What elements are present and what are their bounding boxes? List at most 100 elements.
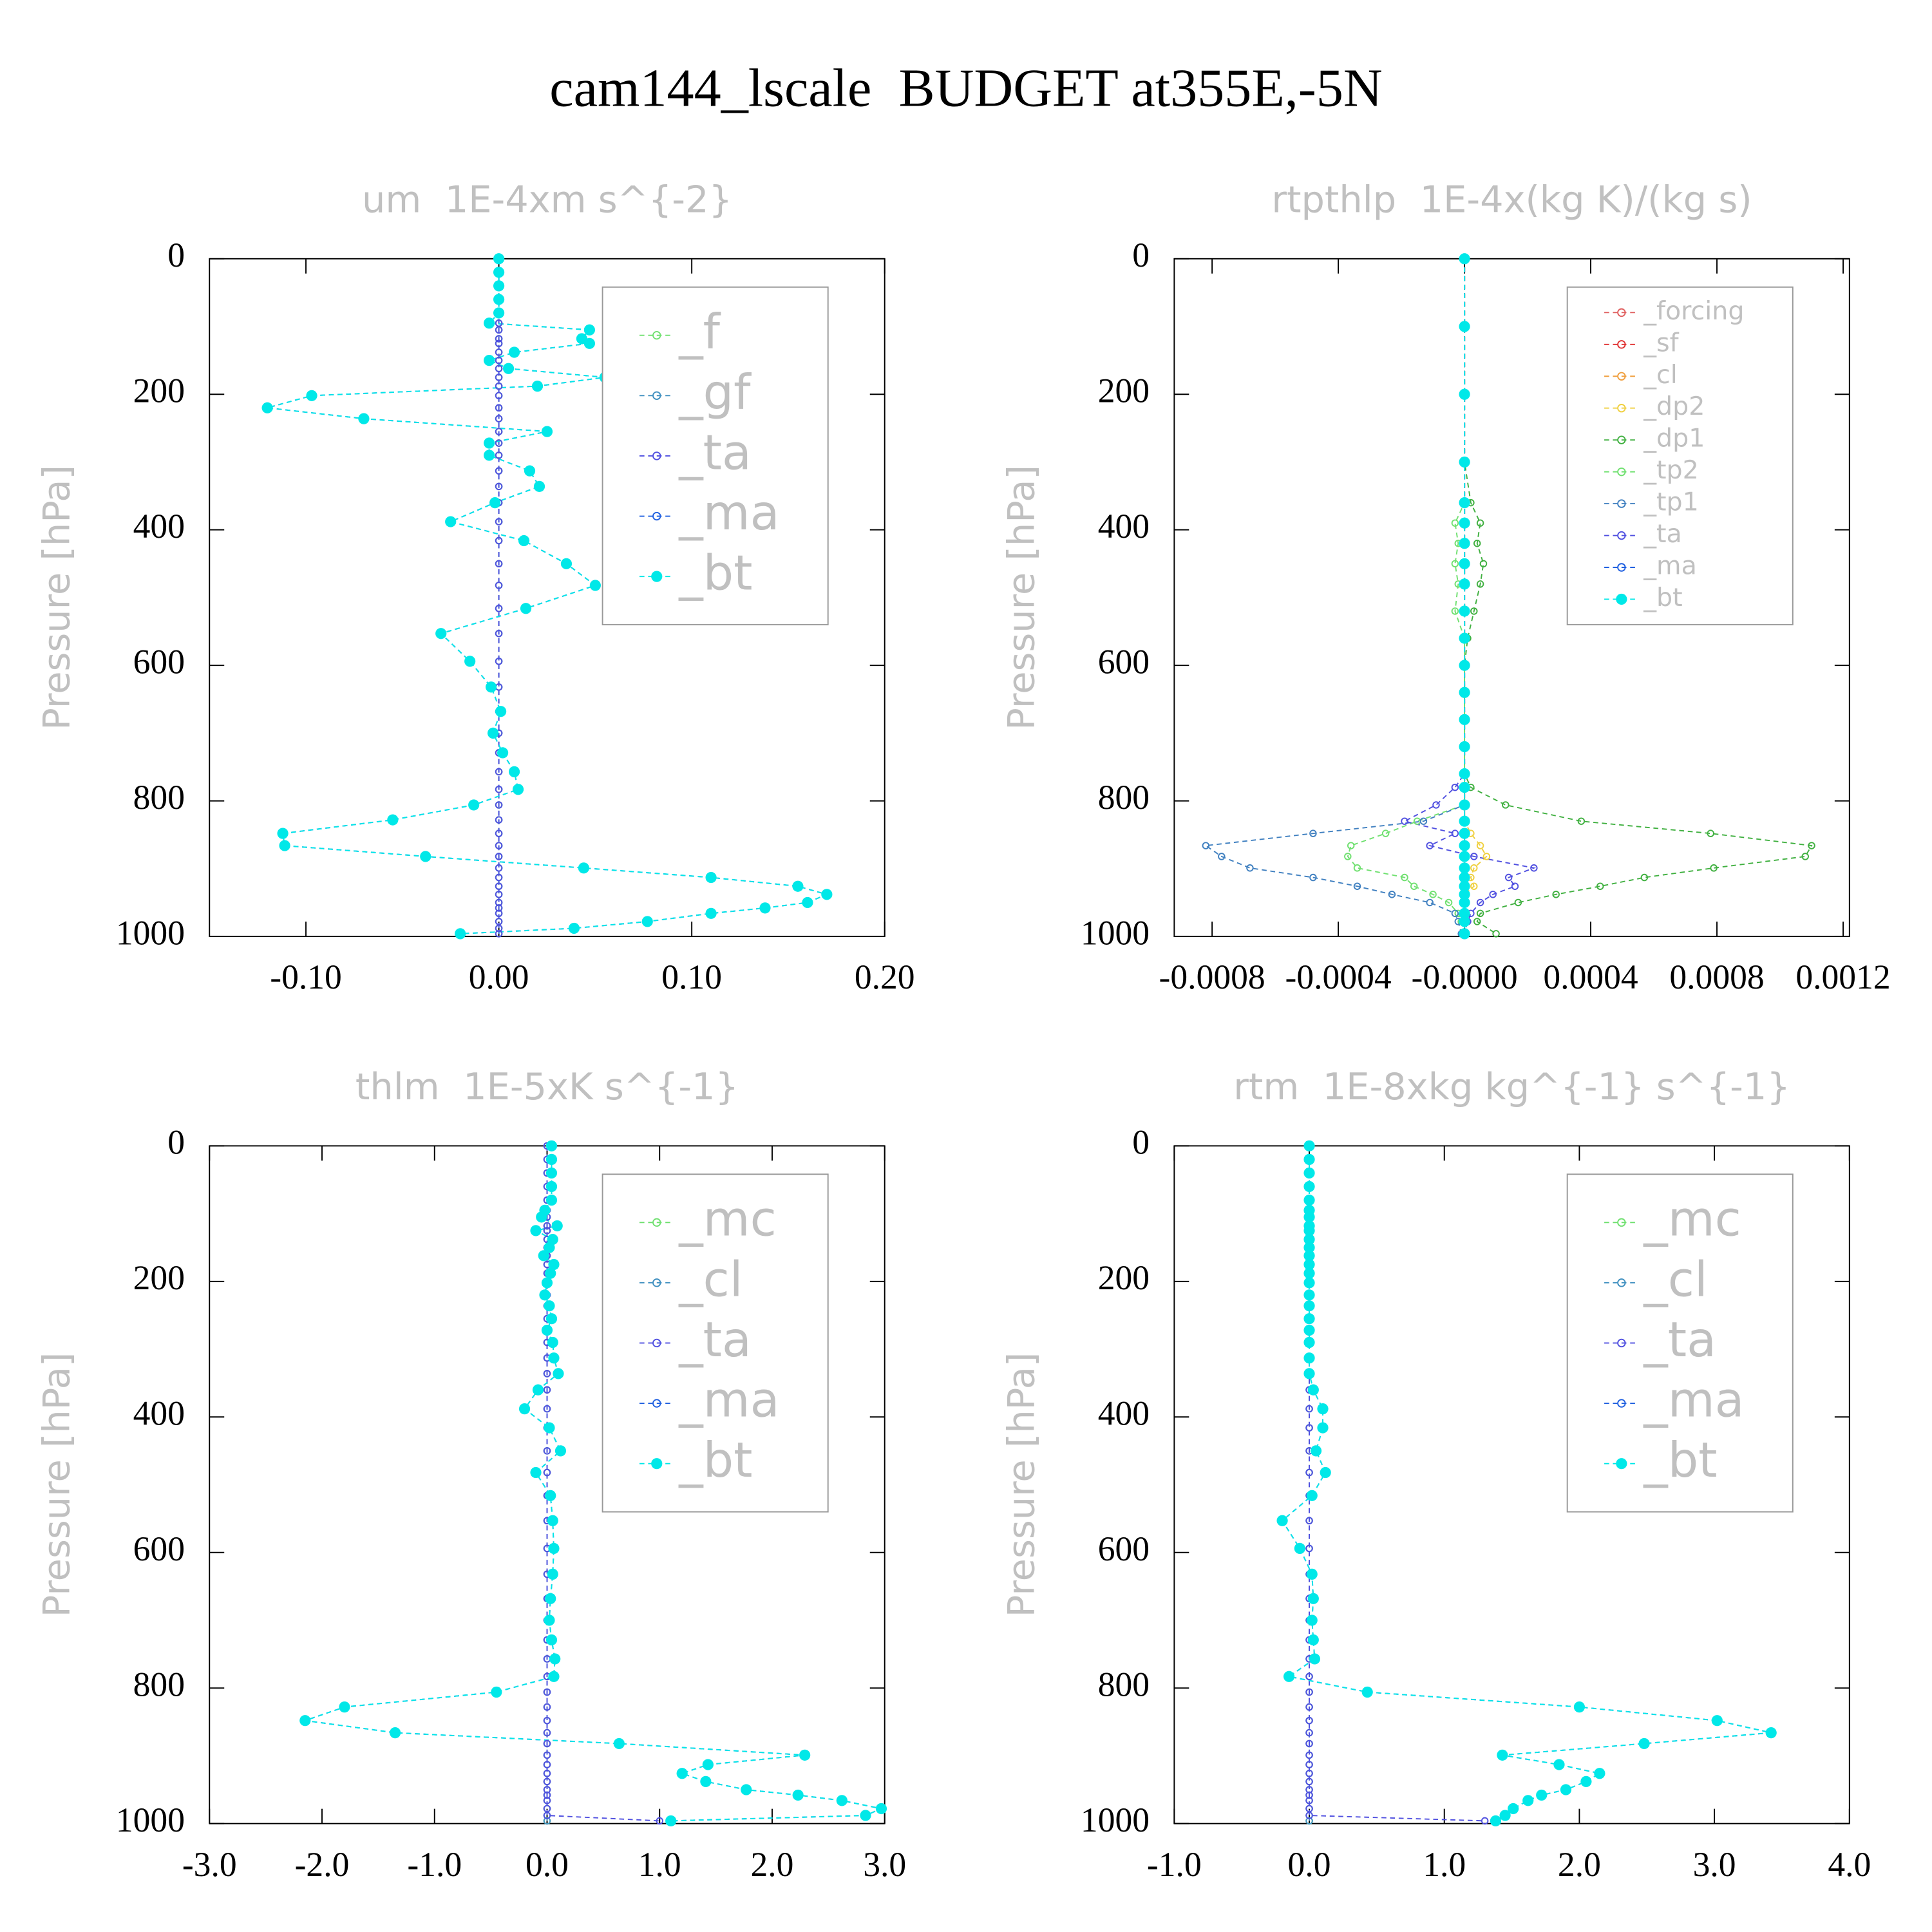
data-point: [495, 348, 503, 356]
panel-title: thlm 1E-5xK s^{-1}: [355, 1065, 739, 1108]
y-axis-label: Pressure [hPa]: [1000, 1352, 1043, 1618]
data-point: [1401, 817, 1408, 825]
data-point: [1303, 1313, 1315, 1325]
data-point: [1459, 456, 1470, 468]
data-point: [1307, 1634, 1319, 1646]
x-tick-label: 0.0012: [1795, 958, 1890, 996]
data-point: [1306, 1615, 1318, 1626]
data-point: [455, 928, 466, 940]
data-point: [541, 426, 553, 437]
data-point: [508, 346, 520, 358]
legend-marker: [1617, 340, 1626, 349]
data-point: [1459, 828, 1470, 839]
y-tick-label: 1000: [116, 913, 185, 952]
data-point: [299, 1715, 311, 1727]
data-point: [435, 628, 447, 639]
data-point: [1479, 560, 1488, 568]
legend-marker: [652, 1218, 661, 1227]
data-point: [1476, 898, 1484, 907]
data-point: [548, 1542, 560, 1555]
data-point: [1459, 578, 1470, 590]
legend-box: [1566, 286, 1794, 625]
data-point: [1444, 898, 1453, 907]
data-point: [495, 482, 503, 491]
y-tick-label: 200: [133, 1258, 185, 1297]
data-point: [1522, 1795, 1534, 1806]
legend-marker: [1617, 1278, 1626, 1287]
data-point: [495, 339, 503, 348]
data-point: [545, 1167, 558, 1179]
y-axis-label: Pressure [hPa]: [35, 465, 78, 730]
data-point: [1451, 560, 1459, 568]
data-point: [1305, 1812, 1313, 1819]
y-tick-label: 600: [1098, 1530, 1150, 1568]
data-point: [1305, 1703, 1313, 1711]
data-point: [1305, 1761, 1313, 1768]
data-point: [484, 437, 495, 449]
data-point: [1594, 1768, 1605, 1779]
legend-label: _cl: [1643, 1251, 1707, 1307]
data-point: [1309, 1653, 1321, 1665]
data-point: [1552, 891, 1560, 898]
data-point: [1303, 1225, 1315, 1236]
data-point: [1476, 909, 1484, 918]
y-tick-label: 0: [1132, 236, 1150, 274]
data-point: [495, 842, 503, 849]
legend-marker: [1617, 563, 1626, 572]
legend-marker: [652, 1399, 661, 1408]
panel: thlm 1E-5xK s^{-1} Pressure [hPa] 0 200 400 6…: [35, 1065, 906, 1884]
data-point: [524, 465, 536, 477]
legend-marker: [652, 1338, 661, 1348]
data-point: [277, 828, 289, 839]
data-point: [495, 898, 503, 907]
data-point: [1306, 1568, 1318, 1580]
data-point: [1303, 1167, 1315, 1179]
data-point: [543, 1777, 551, 1786]
data-point: [802, 896, 813, 909]
data-point: [261, 402, 273, 413]
data-point: [1305, 1424, 1313, 1432]
data-point: [1401, 873, 1408, 882]
data-point: [705, 871, 717, 884]
legend-label: _ta: [678, 1311, 752, 1368]
data-point: [1309, 873, 1317, 882]
data-point: [1765, 1727, 1777, 1739]
data-point: [1459, 538, 1470, 549]
data-point: [641, 916, 653, 927]
data-point: [484, 355, 495, 366]
data-point: [1470, 853, 1478, 860]
data-point: [495, 785, 503, 793]
data-point: [543, 1405, 551, 1413]
data-point: [495, 392, 503, 400]
data-point: [1459, 781, 1470, 793]
data-point: [495, 451, 503, 459]
data-point: [545, 1140, 558, 1151]
data-point: [613, 1738, 625, 1750]
data-point: [545, 1194, 558, 1206]
legend-marker: [1616, 593, 1627, 605]
data-point: [489, 497, 501, 509]
data-point: [1303, 1233, 1315, 1245]
plot-frame: [1173, 258, 1850, 938]
data-point: [741, 1784, 752, 1795]
panel-title: um 1E-4xm s^{-2}: [362, 178, 732, 221]
data-point: [1459, 928, 1470, 940]
data-point: [1459, 388, 1470, 400]
data-point: [358, 413, 370, 424]
data-point: [545, 1593, 556, 1604]
legend-marker: [1617, 1218, 1626, 1227]
data-point: [543, 1751, 551, 1759]
data-point: [543, 1728, 551, 1737]
data-point: [1303, 1140, 1315, 1151]
data-point: [1476, 519, 1484, 527]
data-point: [1306, 1490, 1318, 1501]
data-point: [1490, 1815, 1502, 1827]
data-point: [1353, 864, 1361, 872]
data-point: [495, 582, 503, 589]
data-point: [1305, 1797, 1313, 1804]
x-tick-label: 3.0: [1693, 1845, 1736, 1884]
data-point: [1303, 1250, 1315, 1262]
data-point: [543, 1786, 551, 1794]
data-point: [1476, 580, 1484, 588]
